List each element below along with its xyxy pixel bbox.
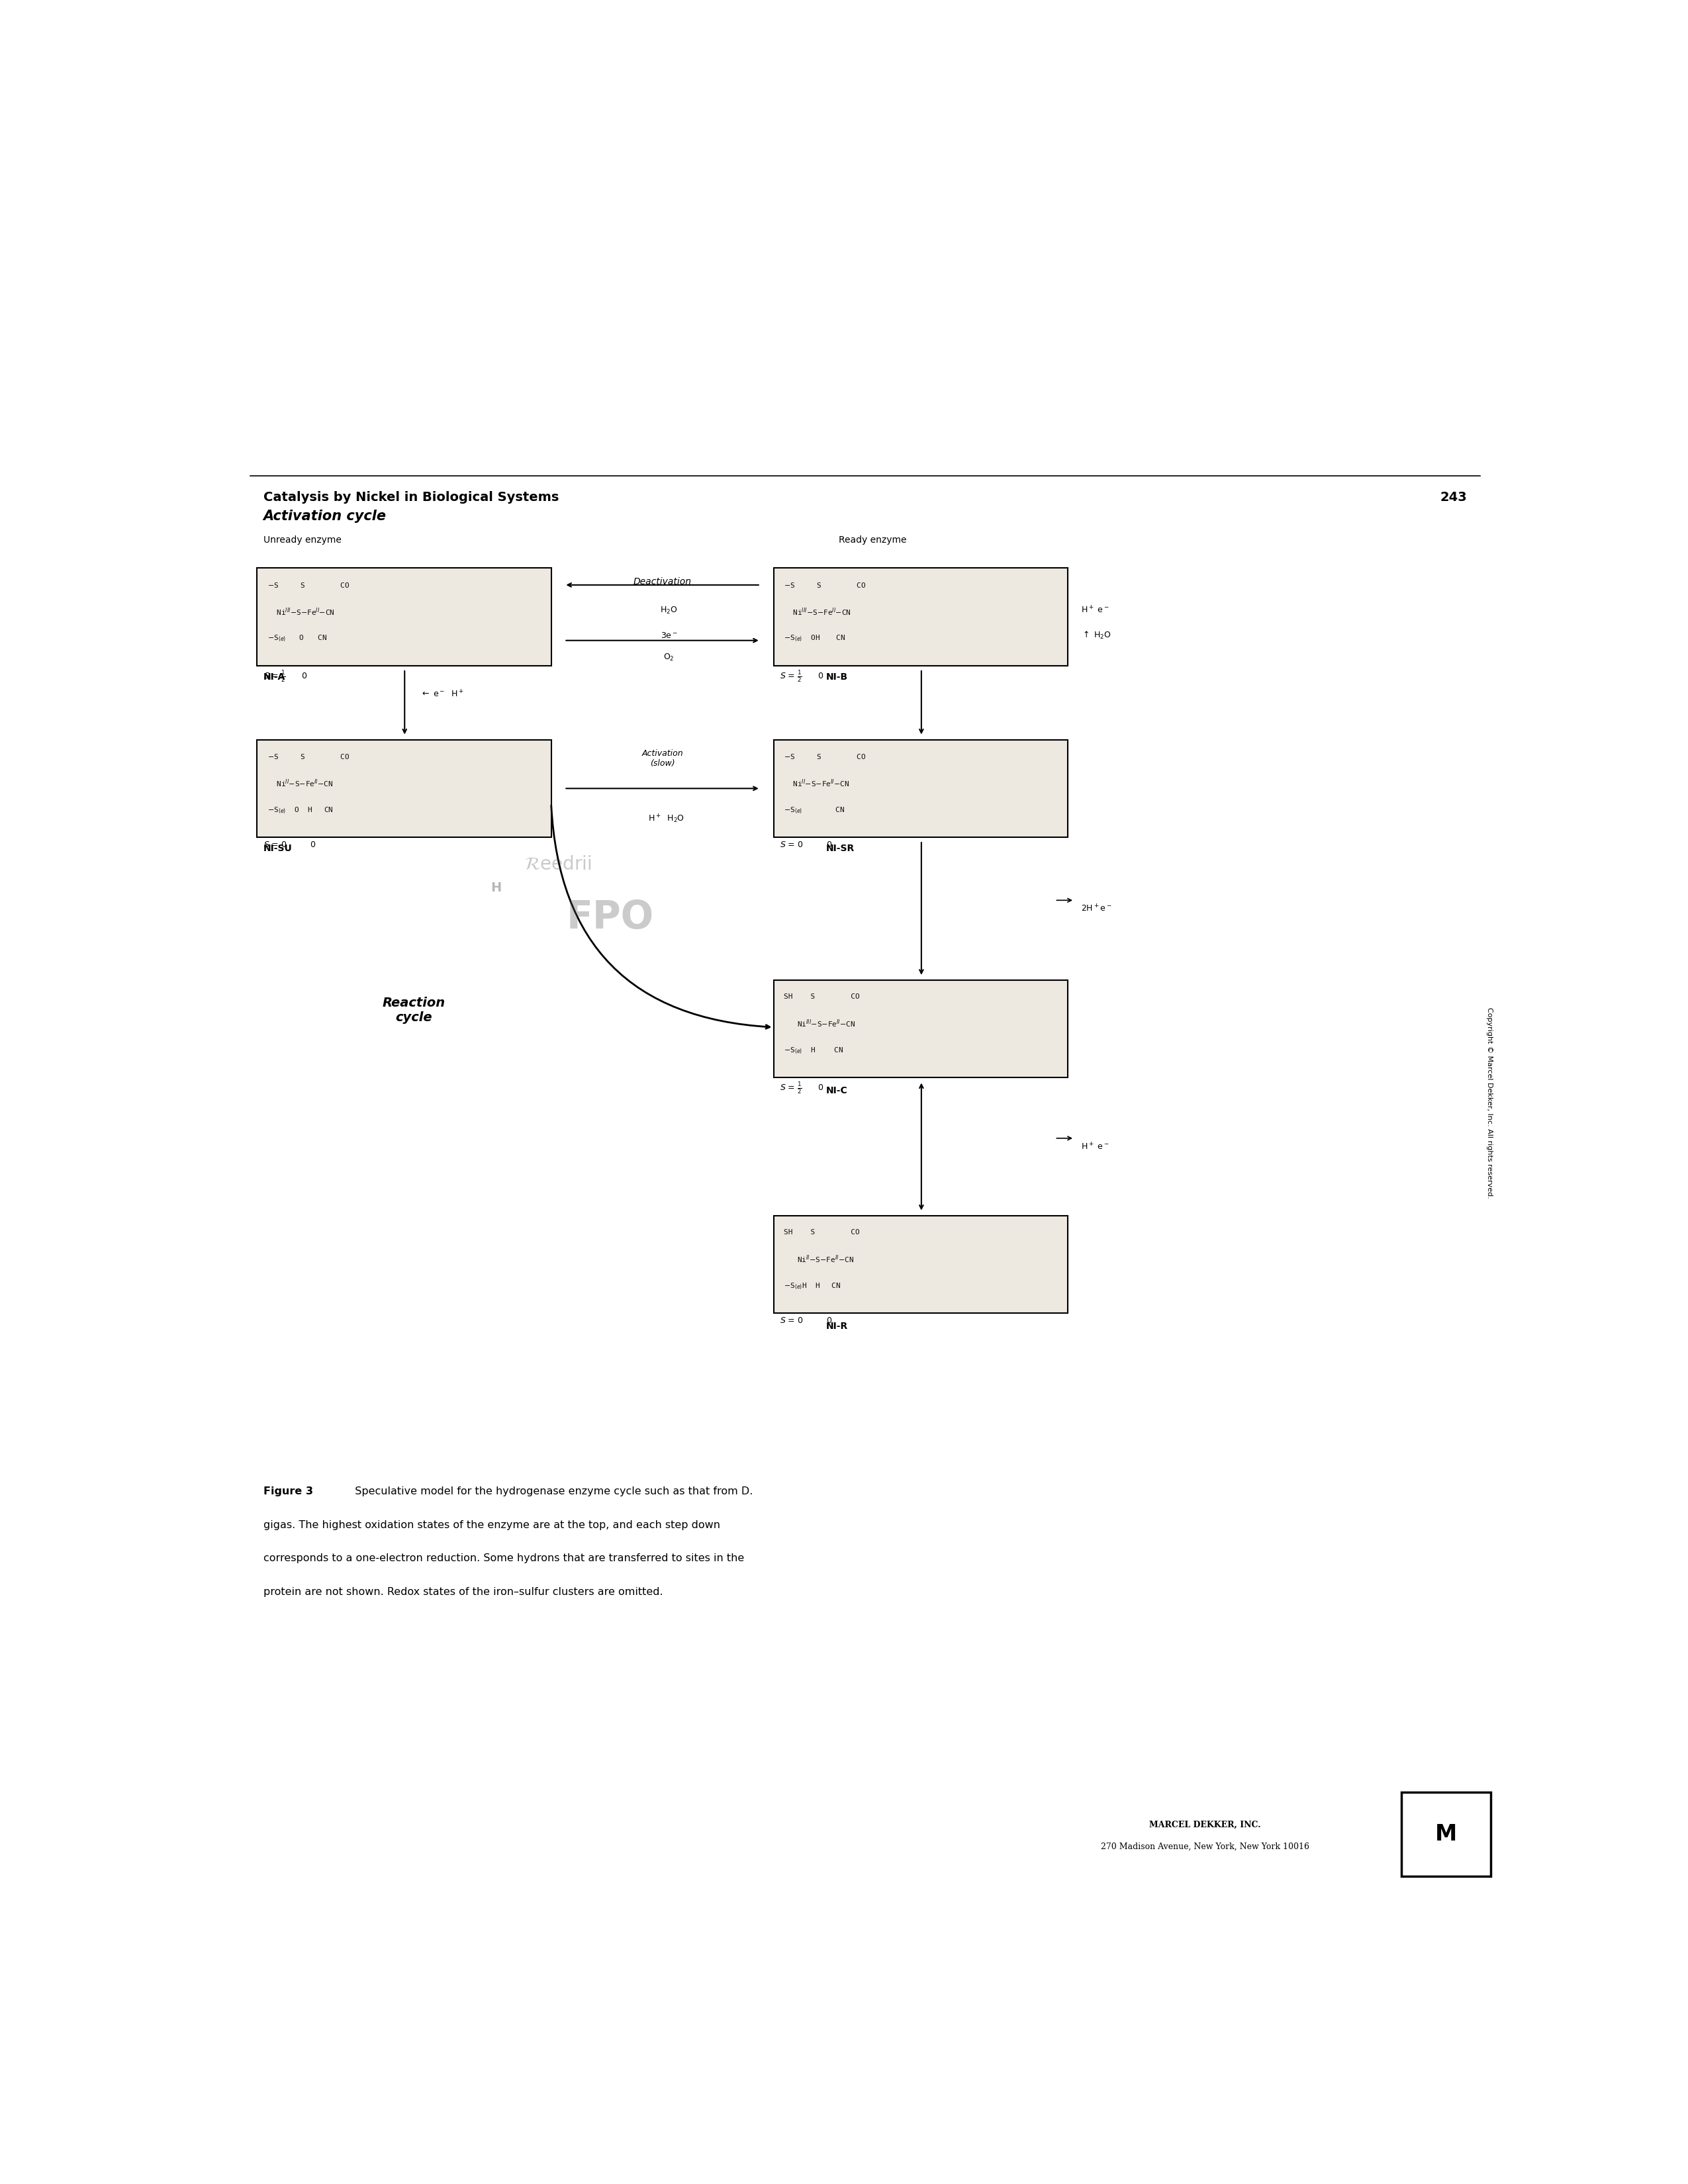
Text: 2H$^+$e$^-$: 2H$^+$e$^-$ — [1080, 904, 1112, 913]
Text: NI-A: NI-A — [263, 673, 285, 681]
Text: Reaction
cycle: Reaction cycle — [381, 996, 446, 1024]
Text: $-$S$_{(e)}$  O  H$\quad$ CN: $-$S$_{(e)}$ O H$\quad$ CN — [267, 806, 333, 815]
Bar — [773, 568, 1069, 666]
Text: Ni$^{III}$$-$S$-$Fe$^{II}$$-$CN: Ni$^{III}$$-$S$-$Fe$^{II}$$-$CN — [783, 607, 851, 618]
Text: $\mathcal{R}$eedrii: $\mathcal{R}$eedrii — [523, 854, 591, 874]
Text: $S$ = $\frac{1}{2}$      0: $S$ = $\frac{1}{2}$ 0 — [780, 1081, 824, 1096]
Text: Copyright © Marcel Dekker, Inc. All rights reserved.: Copyright © Marcel Dekker, Inc. All righ… — [1485, 1007, 1492, 1199]
Bar — [773, 1216, 1069, 1313]
Text: gigas. The highest oxidation states of the enzyme are at the top, and each step : gigas. The highest oxidation states of t… — [263, 1520, 721, 1531]
Bar — [257, 740, 550, 836]
Text: $-$S$_{(e)}$$\quad\quad\quad\quad$ CN: $-$S$_{(e)}$$\quad\quad\quad\quad$ CN — [783, 806, 846, 815]
Text: $-$S     S        CO: $-$S S CO — [267, 753, 349, 760]
Bar — [1401, 1793, 1491, 1876]
Bar — [773, 740, 1069, 836]
Text: Ni$^{II}$$-$S$-$Fe$^{II}$$-$CN: Ni$^{II}$$-$S$-$Fe$^{II}$$-$CN — [267, 778, 333, 788]
Text: SH    S        CO: SH S CO — [783, 994, 859, 1000]
Text: $\uparrow$ H$_2$O: $\uparrow$ H$_2$O — [1080, 631, 1111, 640]
Text: $-$S$_{(e)}$   O$\quad\quad$CN: $-$S$_{(e)}$ O$\quad\quad$CN — [267, 633, 327, 644]
Text: Ni$^{III}$$-$S$-$Fe$^{II}$$-$CN: Ni$^{III}$$-$S$-$Fe$^{II}$$-$CN — [267, 607, 334, 618]
Text: Activation
(slow): Activation (slow) — [641, 749, 684, 767]
Text: SH    S        CO: SH S CO — [783, 1230, 859, 1236]
Text: $S$ = 0         0: $S$ = 0 0 — [263, 841, 316, 850]
Bar — [257, 568, 550, 666]
Text: $S$ = $\frac{1}{2}$      0: $S$ = $\frac{1}{2}$ 0 — [780, 668, 824, 684]
Text: MARCEL DEKKER, INC.: MARCEL DEKKER, INC. — [1150, 1821, 1261, 1830]
Text: NI-B: NI-B — [825, 673, 847, 681]
Text: FPO: FPO — [565, 900, 653, 937]
Text: $-$S$_{(e)}$  H$\quad\quad$ CN: $-$S$_{(e)}$ H$\quad\quad$ CN — [783, 1046, 844, 1055]
Text: $-$S     S        CO: $-$S S CO — [783, 753, 866, 760]
Text: 243: 243 — [1440, 491, 1467, 502]
Text: NI-SR: NI-SR — [825, 843, 854, 854]
Text: $-$S$_{(e)}$H  H$\quad$ CN: $-$S$_{(e)}$H H$\quad$ CN — [783, 1282, 841, 1291]
Text: Deactivation: Deactivation — [633, 577, 692, 585]
Text: Catalysis by Nickel in Biological Systems: Catalysis by Nickel in Biological System… — [263, 491, 559, 502]
Text: H$^+$ e$^-$: H$^+$ e$^-$ — [1080, 1142, 1109, 1151]
Text: 3e$^-$: 3e$^-$ — [660, 631, 677, 640]
Text: $S$ = 0         0: $S$ = 0 0 — [780, 1317, 832, 1326]
Text: $-$S     S        CO: $-$S S CO — [267, 581, 349, 590]
Text: $\leftarrow$ e$^-$  H$^+$: $\leftarrow$ e$^-$ H$^+$ — [420, 690, 464, 699]
Text: Speculative model for the hydrogenase enzyme cycle such as that from D.: Speculative model for the hydrogenase en… — [348, 1487, 753, 1496]
Text: 270 Madison Avenue, New York, New York 10016: 270 Madison Avenue, New York, New York 1… — [1101, 1843, 1310, 1852]
Text: $S$ = $\frac{1}{2}$      0: $S$ = $\frac{1}{2}$ 0 — [263, 668, 307, 684]
Text: corresponds to a one-electron reduction. Some hydrons that are transferred to si: corresponds to a one-electron reduction.… — [263, 1553, 744, 1564]
Text: H$^+$ e$^-$: H$^+$ e$^-$ — [1080, 605, 1109, 616]
Text: NI-C: NI-C — [825, 1085, 847, 1096]
Text: Activation cycle: Activation cycle — [263, 509, 387, 522]
Text: H$^+$  H$_2$O: H$^+$ H$_2$O — [648, 812, 685, 826]
Text: Ready enzyme: Ready enzyme — [839, 535, 906, 544]
Text: $-$S$_{(e)}$  OH$\quad$  CN: $-$S$_{(e)}$ OH$\quad$ CN — [783, 633, 846, 644]
Text: Figure 3: Figure 3 — [263, 1487, 312, 1496]
Text: Ni$^{II}$$-$S$-$Fe$^{II}$$-$CN: Ni$^{II}$$-$S$-$Fe$^{II}$$-$CN — [783, 778, 849, 788]
Text: Unready enzyme: Unready enzyme — [263, 535, 341, 544]
Text: Ni$^{II}$$-$S$-$Fe$^{II}$$-$CN: Ni$^{II}$$-$S$-$Fe$^{II}$$-$CN — [783, 1254, 854, 1265]
Text: M: M — [1435, 1824, 1457, 1845]
Text: H$_2$O: H$_2$O — [660, 605, 677, 616]
Text: Ni$^{III}$$-$S$-$Fe$^{II}$$-$CN: Ni$^{III}$$-$S$-$Fe$^{II}$$-$CN — [783, 1018, 856, 1029]
Text: NI-R: NI-R — [825, 1321, 847, 1330]
Text: O$_2$: O$_2$ — [663, 653, 674, 662]
Text: $-$S     S        CO: $-$S S CO — [783, 581, 866, 590]
Text: H: H — [491, 882, 501, 893]
Text: NI-SU: NI-SU — [263, 843, 292, 854]
Text: $S$ = 0         0: $S$ = 0 0 — [780, 841, 832, 850]
Bar — [773, 981, 1069, 1077]
Text: protein are not shown. Redox states of the iron–sulfur clusters are omitted.: protein are not shown. Redox states of t… — [263, 1588, 663, 1597]
